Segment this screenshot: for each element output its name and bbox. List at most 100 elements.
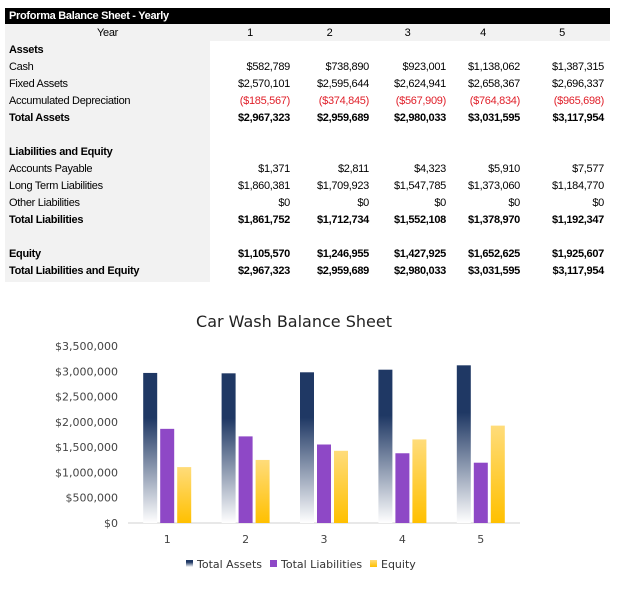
cell-value: $3,031,595 xyxy=(467,264,520,277)
row-label: Liabilities and Equity xyxy=(9,145,113,158)
bar-equity xyxy=(490,425,505,523)
cell-value: $2,959,689 xyxy=(316,111,369,124)
row-label: Equity xyxy=(9,247,41,260)
cell-value: $2,696,337 xyxy=(551,77,604,90)
cell-value: $1,378,970 xyxy=(467,213,520,226)
cell-value xyxy=(446,228,520,245)
table-row: Accounts Payable $1,371 $2,811 $4,323 $5,910… xyxy=(5,160,604,177)
row-label: Accumulated Depreciation xyxy=(9,94,131,107)
table-row: Other Liabilities $0 $0 $0 $0 $0 xyxy=(5,194,604,211)
table-row: Cash $582,789 $738,890 $923,001 $1,138,062 $1… xyxy=(5,58,604,75)
label-column-background xyxy=(5,24,210,282)
cell-value: $2,980,033 xyxy=(393,111,446,124)
row-label: Other Liabilities xyxy=(9,196,80,209)
cell-value xyxy=(369,126,446,143)
bar-total-liabilities xyxy=(238,436,253,523)
cell-value: $0 xyxy=(508,196,520,209)
cell-value: $1,246,955 xyxy=(316,247,369,260)
cell-value xyxy=(446,143,520,160)
cell-value xyxy=(290,228,369,245)
cell-value: $0 xyxy=(278,196,290,209)
bar-equity xyxy=(177,467,192,523)
table-row: Liabilities and Equity xyxy=(5,143,604,160)
table-row: Accumulated Depreciation ($185,567) ($374,… xyxy=(5,92,604,109)
cell-value: $0 xyxy=(357,196,369,209)
legend-swatch xyxy=(270,560,277,567)
table-title: Proforma Balance Sheet - Yearly xyxy=(5,8,610,24)
bar-total-assets xyxy=(378,369,393,523)
table-row: Total Liabilities and Equity $2,967,323 $2… xyxy=(5,262,604,279)
cell-value: $1,192,347 xyxy=(551,213,604,226)
cell-value: $7,577 xyxy=(572,162,604,175)
legend-swatch xyxy=(186,560,193,567)
cell-value xyxy=(210,228,290,245)
x-tick-label: 1 xyxy=(164,533,171,546)
cell-value: ($567,909) xyxy=(395,94,447,107)
cell-value: $2,595,644 xyxy=(316,77,369,90)
bar-total-assets xyxy=(300,372,314,523)
row-label: Long Term Liabilities xyxy=(9,179,103,192)
cell-value: $1,712,734 xyxy=(316,213,369,226)
cell-value xyxy=(210,41,290,58)
cell-value xyxy=(520,41,604,58)
table-row: Long Term Liabilities $1,860,381 $1,709,92… xyxy=(5,177,604,194)
cell-value: ($374,845) xyxy=(318,94,370,107)
year-header: 1 xyxy=(247,26,253,39)
x-tick-label: 3 xyxy=(321,533,328,546)
cell-value xyxy=(520,228,604,245)
table-row: Fixed Assets $2,570,101 $2,595,644 $2,624,9… xyxy=(5,75,604,92)
table-row: Total Assets $2,967,323 $2,959,689 $2,980,0… xyxy=(5,109,604,126)
table-row: Assets xyxy=(5,41,604,58)
year-row-background xyxy=(5,24,610,41)
cell-value: $3,117,954 xyxy=(552,111,605,124)
cell-value: $5,910 xyxy=(488,162,520,175)
cell-value: $1,105,570 xyxy=(237,247,290,260)
cell-value: $2,811 xyxy=(337,162,369,175)
row-label: Total Liabilities xyxy=(9,213,84,226)
cell-value: ($185,567) xyxy=(239,94,291,107)
cell-value: $1,709,923 xyxy=(316,179,369,192)
cell-value xyxy=(210,126,290,143)
cell-value: $923,001 xyxy=(402,60,447,73)
y-tick-label: $2,000,000 xyxy=(55,416,118,429)
row-label: Assets xyxy=(9,43,44,56)
cell-value: $738,890 xyxy=(325,60,370,73)
year-row: Year 1 2 3 4 5 xyxy=(5,24,604,41)
cell-value: $1,373,060 xyxy=(467,179,520,192)
x-tick-label: 5 xyxy=(477,533,484,546)
bar-equity xyxy=(255,459,270,523)
cell-value xyxy=(446,126,520,143)
bar-total-assets xyxy=(456,365,471,523)
cell-value: $0 xyxy=(592,196,604,209)
cell-value: $3,117,954 xyxy=(552,264,605,277)
y-tick-label: $1,000,000 xyxy=(55,466,118,479)
cell-value: $2,959,689 xyxy=(316,264,369,277)
bar-total-assets xyxy=(143,372,158,523)
cell-value: $2,570,101 xyxy=(237,77,290,90)
cell-value xyxy=(369,228,446,245)
cell-value xyxy=(290,143,369,160)
cell-value: $2,624,941 xyxy=(393,77,446,90)
table-row: Total Liabilities $1,861,752 $1,712,734 $1,… xyxy=(5,211,604,228)
cell-value: $1,547,785 xyxy=(393,179,446,192)
balance-table: Year 1 2 3 4 5 Assets Cash $582,789 $738,890 $923,… xyxy=(5,24,604,279)
legend-label: Total Liabilities xyxy=(280,558,362,571)
year-header: 4 xyxy=(480,26,486,39)
bar-equity xyxy=(412,439,427,523)
cell-value xyxy=(290,126,369,143)
row-label xyxy=(5,126,210,143)
y-tick-label: $3,000,000 xyxy=(55,365,118,378)
bar-total-liabilities xyxy=(160,428,175,523)
y-tick-label: $500,000 xyxy=(66,492,119,505)
balance-chart: Car Wash Balance Sheet $0 $500,000 $1,000,… xyxy=(55,312,520,571)
row-label: Accounts Payable xyxy=(9,162,93,175)
y-tick-label: $1,500,000 xyxy=(55,441,118,454)
cell-value: $2,658,367 xyxy=(467,77,520,90)
y-tick-label: $0 xyxy=(104,517,118,530)
legend-label: Total Assets xyxy=(196,558,262,571)
cell-value: $1,184,770 xyxy=(551,179,604,192)
cell-value xyxy=(369,41,446,58)
cell-value: $1,371 xyxy=(258,162,290,175)
year-header: 2 xyxy=(326,26,333,39)
cell-value: $1,387,315 xyxy=(551,60,604,73)
